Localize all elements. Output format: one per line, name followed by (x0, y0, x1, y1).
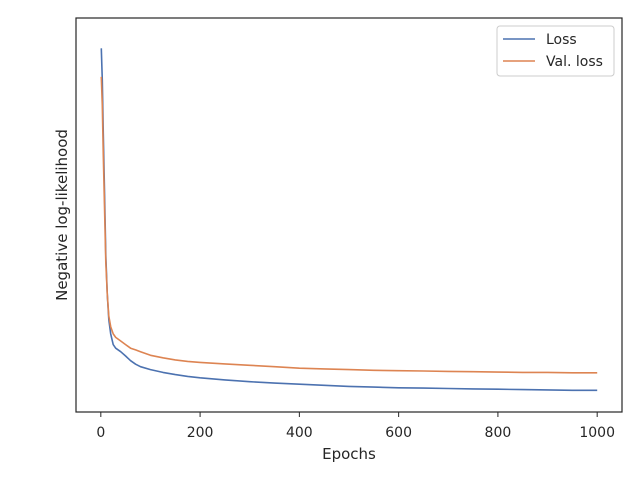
y-axis-label: Negative log-likelihood (53, 129, 71, 301)
x-tick-label: 0 (96, 425, 105, 441)
x-tick-label: 400 (286, 425, 313, 441)
x-axis-label: Epochs (322, 445, 376, 463)
plot-frame (75, 17, 623, 413)
x-ticks: 0 200 400 600 800 1000 (96, 412, 615, 441)
legend-label-val-loss: Val. loss (546, 54, 603, 70)
series-line-val-loss (100, 76, 598, 374)
series-layer (100, 48, 598, 392)
x-tick-label: 1000 (579, 425, 615, 441)
x-tick-label: 200 (187, 425, 214, 441)
x-tick-label: 600 (385, 425, 412, 441)
legend: Loss Val. loss (496, 25, 615, 77)
x-tick-label: 800 (485, 425, 512, 441)
plot-area (76, 18, 622, 412)
legend-label-loss: Loss (546, 32, 577, 48)
